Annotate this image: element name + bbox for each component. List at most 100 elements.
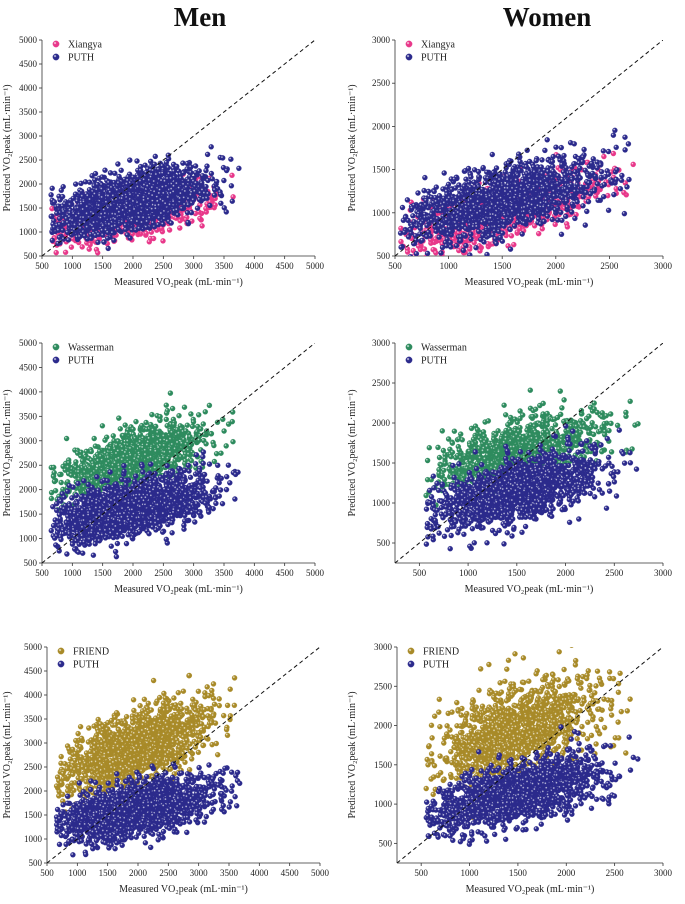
point-puth: [422, 174, 428, 181]
series-puth: [48, 144, 242, 252]
point-puth: [171, 199, 177, 205]
point-puth: [168, 220, 174, 226]
point-xiangya: [416, 255, 420, 256]
point-puth: [54, 210, 60, 216]
point-puth: [441, 226, 447, 232]
point-puth: [430, 259, 435, 264]
point-xiangya: [610, 150, 617, 157]
point-puth: [115, 161, 121, 167]
point-puth: [88, 235, 94, 241]
point-puth: [145, 202, 151, 208]
x-tick-label: 2000: [547, 261, 566, 271]
point-puth: [64, 229, 71, 235]
point-puth: [156, 215, 163, 221]
point-puth: [544, 137, 550, 143]
y-tick-label: 2500: [19, 155, 38, 165]
point-puth: [130, 174, 136, 180]
point-puth: [111, 237, 117, 243]
point-puth: [622, 147, 628, 153]
point-xiangya: [471, 239, 477, 246]
point-puth: [135, 193, 142, 200]
point-puth: [192, 163, 199, 169]
point-puth: [205, 177, 211, 184]
point-puth: [571, 141, 577, 147]
point-puth: [626, 176, 632, 183]
point-puth: [424, 250, 431, 256]
point-puth: [499, 230, 506, 236]
point-puth: [152, 189, 158, 195]
y-tick-label: 500: [24, 251, 38, 261]
point-puth: [141, 215, 147, 221]
point-puth: [194, 205, 201, 211]
point-puth: [147, 158, 154, 165]
point-puth: [101, 239, 107, 245]
point-puth: [108, 202, 115, 209]
point-puth: [553, 144, 559, 150]
point-puth: [102, 211, 109, 217]
x-tick-label: 1500: [94, 261, 113, 271]
point-puth: [480, 164, 486, 171]
point-puth: [78, 225, 84, 232]
point-puth: [153, 206, 159, 212]
point-xiangya: [601, 153, 607, 160]
point-puth: [72, 181, 79, 187]
point-puth: [81, 215, 87, 221]
point-puth: [413, 251, 420, 256]
y-tick-label: 1000: [372, 208, 391, 218]
point-xiangya: [427, 257, 432, 262]
point-puth: [48, 213, 54, 220]
point-puth: [57, 215, 63, 222]
y-tick-label: 2000: [19, 179, 38, 189]
x-tick-label: 4000: [245, 261, 264, 271]
point-puth: [151, 179, 158, 185]
point-puth: [130, 198, 137, 205]
point-puth: [594, 165, 600, 171]
point-puth: [163, 159, 170, 166]
point-puth: [148, 174, 154, 180]
point-puth: [624, 184, 630, 190]
point-puth: [228, 183, 235, 189]
point-xiangya: [456, 247, 462, 254]
point-puth: [433, 184, 440, 190]
point-xiangya: [592, 193, 599, 199]
point-xiangya: [421, 267, 426, 272]
y-tick-label: 1000: [19, 227, 38, 237]
point-puth: [89, 172, 95, 179]
point-puth: [463, 242, 469, 249]
point-puth: [558, 209, 564, 216]
point-xiangya: [466, 246, 473, 252]
point-puth: [107, 170, 114, 176]
point-puth: [100, 223, 107, 229]
point-puth: [223, 167, 230, 174]
point-puth: [127, 192, 134, 198]
point-puth: [166, 171, 172, 177]
y-tick-label: 1500: [19, 203, 38, 213]
point-puth: [582, 167, 588, 173]
point-puth: [124, 232, 131, 238]
point-puth: [49, 237, 56, 244]
point-puth: [190, 197, 197, 203]
point-puth: [551, 188, 557, 195]
point-puth: [165, 152, 171, 158]
point-xiangya: [517, 225, 523, 232]
point-puth: [598, 168, 605, 175]
point-puth: [421, 187, 427, 194]
point-puth: [72, 222, 78, 228]
point-puth: [217, 191, 224, 197]
point-puth: [203, 183, 209, 190]
point-puth: [572, 215, 578, 222]
point-xiangya: [199, 223, 205, 229]
point-puth: [139, 220, 145, 226]
point-puth: [415, 190, 421, 196]
point-puth: [106, 179, 112, 186]
point-puth: [196, 196, 203, 203]
point-puth: [75, 205, 81, 211]
point-puth: [149, 185, 156, 191]
point-xiangya: [160, 238, 166, 244]
point-puth: [134, 158, 140, 164]
point-puth: [502, 212, 508, 218]
point-puth: [91, 226, 97, 232]
x-axis-title: Measured VO₂peak (mL·min⁻¹): [114, 277, 243, 288]
point-xiangya: [552, 221, 558, 228]
point-puth: [57, 197, 63, 203]
